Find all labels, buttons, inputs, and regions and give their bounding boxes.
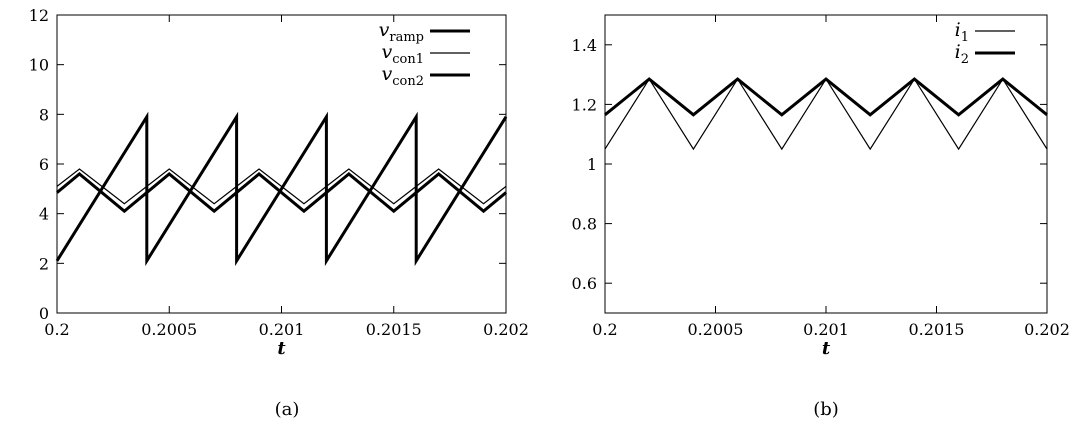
x-tick-label: 0.202 bbox=[1024, 320, 1070, 339]
x-tick-label: 0.2 bbox=[592, 320, 617, 339]
x-tick-label: 0.2 bbox=[44, 320, 69, 339]
x-tick-label: 0.2015 bbox=[909, 320, 965, 339]
legend-label: i2 bbox=[955, 41, 969, 67]
legend-label: i1 bbox=[955, 19, 969, 45]
panel-caption: (b) bbox=[813, 399, 839, 420]
y-tick-label: 8 bbox=[39, 105, 49, 124]
y-tick-label: 6 bbox=[39, 155, 49, 174]
x-tick-label: 0.2005 bbox=[141, 320, 197, 339]
y-tick-label: 1.2 bbox=[572, 95, 597, 114]
x-tick-label: 0.201 bbox=[259, 320, 305, 339]
y-tick-label: 4 bbox=[39, 205, 49, 224]
x-axis-label: t bbox=[822, 338, 831, 359]
x-tick-label: 0.2005 bbox=[688, 320, 744, 339]
series-line-i-1 bbox=[604, 77, 1048, 151]
y-tick-label: 12 bbox=[29, 6, 49, 25]
plot-frame bbox=[604, 14, 1048, 314]
x-tick-label: 0.201 bbox=[803, 320, 849, 339]
series-line-v-con1 bbox=[56, 168, 507, 205]
chart-panel-a: 0.2 0.2005 0.201 0.2015 0.202 0 2 4 6 8 10 12 t vramp… bbox=[29, 6, 529, 420]
legend-label: vcon2 bbox=[382, 63, 425, 89]
x-tick-label: 0.2015 bbox=[366, 320, 422, 339]
series-line-v-ramp bbox=[55, 111, 508, 267]
y-tick-label: 0 bbox=[39, 304, 49, 323]
x-axis-label: t bbox=[277, 338, 286, 359]
chart-panel-b: 0.2 0.2005 0.201 0.2015 0.202 0.6 0.8 1 1.2 1.4 t i… bbox=[572, 14, 1070, 420]
legend-label: vcon1 bbox=[382, 41, 425, 67]
y-tick-label: 0.6 bbox=[572, 274, 597, 293]
y-tick-label: 0.8 bbox=[572, 215, 597, 234]
y-tick-label: 1 bbox=[587, 155, 597, 174]
y-tick-label: 10 bbox=[29, 56, 49, 75]
x-tick-label: 0.202 bbox=[483, 320, 529, 339]
panel-caption: (a) bbox=[275, 399, 300, 420]
series-line-i-2 bbox=[604, 77, 1048, 117]
y-tick-label: 1.4 bbox=[572, 36, 597, 55]
plot-frame bbox=[56, 14, 507, 314]
series-line-v-con2 bbox=[56, 171, 507, 214]
legend-label: vramp bbox=[379, 19, 424, 45]
y-tick-label: 2 bbox=[39, 254, 49, 273]
